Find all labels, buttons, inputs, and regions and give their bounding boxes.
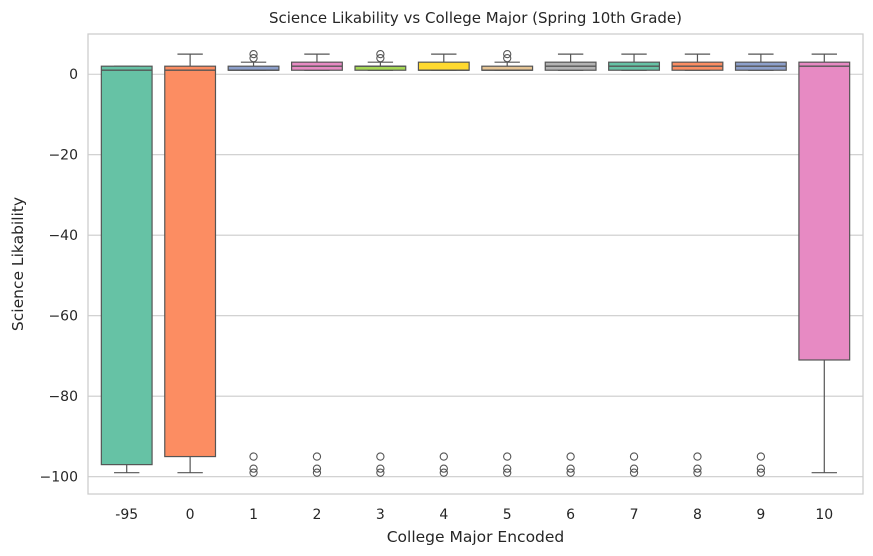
- outlier-point: [376, 464, 385, 473]
- x-tick-label: 2: [312, 507, 321, 523]
- x-tick-label: 3: [376, 507, 385, 523]
- x-tick-label: 8: [693, 507, 702, 523]
- box-2: [290, 53, 343, 477]
- y-tick-label: −20: [48, 148, 78, 164]
- y-tick-label: −40: [48, 228, 78, 244]
- outlier-point: [756, 452, 766, 461]
- box-8: [671, 53, 724, 477]
- box-3: [354, 49, 407, 477]
- outlier-point: [249, 464, 258, 473]
- outlier-point: [376, 468, 385, 477]
- chart-title: Science Likability vs College Major (Spr…: [269, 9, 682, 27]
- outlier-point: [566, 468, 575, 477]
- box-0: [164, 53, 217, 474]
- x-tick-labels: -95 0 1 2 3 4 5 6 7 8 9 10: [115, 507, 833, 523]
- outlier-point: [503, 468, 512, 477]
- outlier-point: [312, 468, 322, 477]
- x-tick-label: 9: [756, 507, 765, 523]
- y-tick-label: −100: [40, 470, 78, 486]
- outlier-point: [439, 464, 448, 473]
- outlier-point: [249, 53, 258, 63]
- plot-background: [88, 34, 863, 494]
- box-1: [227, 49, 280, 477]
- outlier-point: [249, 452, 258, 461]
- outlier-point: [566, 464, 575, 473]
- box-7: [608, 53, 661, 477]
- outlier-point: [376, 49, 385, 59]
- box-iqr: [164, 65, 217, 458]
- y-tick-label: −60: [48, 309, 78, 325]
- y-axis-label: Science Likability: [9, 197, 27, 331]
- outlier-point: [566, 452, 575, 461]
- outlier-point: [312, 452, 322, 461]
- y-tick-label: −80: [48, 389, 78, 405]
- outlier-point: [439, 468, 448, 477]
- box-iqr: [417, 61, 470, 71]
- x-tick-label: 1: [249, 507, 258, 523]
- outlier-point: [756, 468, 766, 477]
- x-tick-label: 6: [566, 507, 575, 523]
- outlier-point: [693, 468, 702, 477]
- outlier-point: [376, 53, 385, 63]
- box-5: [481, 49, 534, 477]
- outlier-point: [312, 464, 322, 473]
- box-9: [734, 53, 787, 477]
- outlier-point: [693, 452, 702, 461]
- outlier-point: [249, 468, 258, 477]
- outlier-point: [503, 452, 512, 461]
- x-tick-label: 7: [630, 507, 639, 523]
- outlier-point: [629, 452, 639, 461]
- outlier-point: [439, 452, 448, 461]
- outlier-point: [629, 464, 639, 473]
- grid-lines: [88, 73, 863, 478]
- outlier-point: [503, 464, 512, 473]
- outlier-point: [756, 464, 766, 473]
- outlier-point: [503, 49, 512, 59]
- box-10: [798, 53, 851, 474]
- x-tick-label: -95: [115, 507, 138, 523]
- y-tick-label: 0: [69, 67, 78, 83]
- x-tick-label: 10: [815, 507, 833, 523]
- x-tick-label: 0: [186, 507, 195, 523]
- box-iqr: [100, 65, 153, 466]
- box-iqr: [798, 61, 851, 361]
- outlier-point: [503, 53, 512, 63]
- outlier-point: [376, 452, 385, 461]
- y-tick-labels: 0 −20 −40 −60 −80 −100: [40, 67, 78, 485]
- outlier-point: [249, 49, 258, 59]
- box-6: [544, 53, 597, 477]
- plot-frame: [87, 33, 864, 495]
- x-tick-label: 4: [439, 507, 448, 523]
- outlier-point: [693, 464, 702, 473]
- box-4: [417, 53, 470, 477]
- x-tick-label: 5: [503, 507, 512, 523]
- outlier-point: [629, 468, 639, 477]
- x-axis-label: College Major Encoded: [387, 528, 565, 546]
- box--95: [100, 65, 153, 474]
- box-series: [100, 49, 851, 477]
